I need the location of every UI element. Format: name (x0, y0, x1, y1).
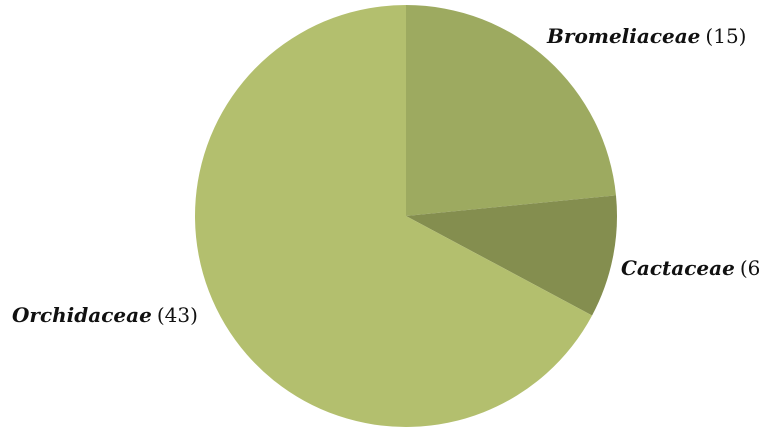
slice-label-cactaceae-count: (6) (740, 256, 759, 280)
slice-label-orchidaceae-count: (43) (157, 303, 198, 327)
pie-slice-bromeliaceae (406, 5, 616, 216)
pie-slice-orchidaceae (195, 5, 593, 427)
slice-label-bromeliaceae: Bromeliaceae (15) (546, 24, 746, 48)
pie-slices (195, 5, 617, 427)
pie-slice-cactaceae (406, 195, 617, 316)
slice-label-orchidaceae-name: Orchidaceae (12, 303, 152, 327)
slice-label-bromeliaceae-name: Bromeliaceae (546, 24, 700, 48)
pie-labels: Bromeliaceae(15) Cactaceae (6) Orchidacea… (12, 24, 759, 327)
slice-label-cactaceae-name: Cactaceae (621, 256, 735, 280)
slice-label-bromeliaceae-count: (15) (705, 24, 746, 48)
slice-label-cactaceae: Cactaceae (6) (621, 256, 759, 280)
slice-label-orchidaceae: Orchidaceae (43) (12, 303, 198, 327)
